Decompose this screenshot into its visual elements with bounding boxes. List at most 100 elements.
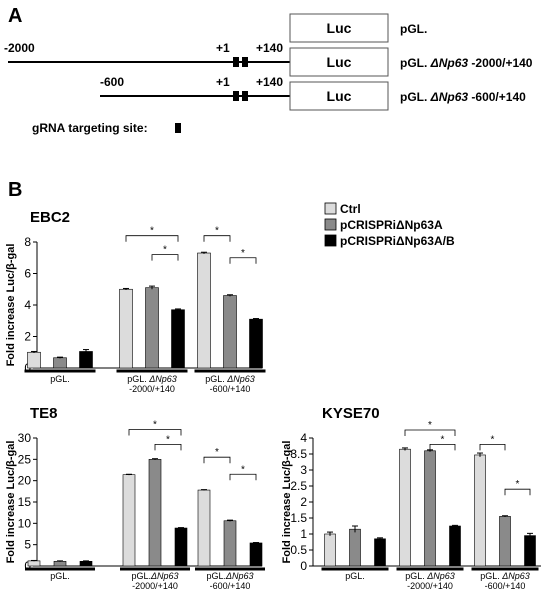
significance-bracket: [229, 473, 257, 481]
grna-site-marker: [233, 91, 239, 101]
y-tick-label: 2: [300, 495, 307, 509]
significance-bracket: [229, 257, 257, 264]
construct-name-gene: ΔNp63: [430, 90, 469, 104]
end-label: +140: [256, 41, 283, 55]
bar: [27, 351, 41, 369]
significance-bracket: [203, 235, 231, 242]
y-tick-label: 3: [300, 463, 307, 477]
x-group-label-gene: ΔNp63: [501, 571, 530, 581]
significance-star: *: [241, 464, 245, 475]
x-group-label-range: -2000/+140: [132, 581, 178, 590]
legend-swatch-crispri-a: [324, 218, 337, 231]
grna-site-marker: [242, 91, 248, 101]
legend-label-crispri-ab: pCRISPRiΔNp63A/B: [340, 234, 455, 248]
y-axis-label: Fold increase Luc/β-gal: [5, 244, 17, 367]
x-group-label-prefix: pGL.: [205, 374, 227, 384]
x-group-label-prefix: pGL.: [480, 571, 502, 581]
bar: [27, 560, 41, 567]
construct-name-prefix: pGL.: [400, 22, 427, 36]
grna-site-marker: [242, 57, 248, 67]
y-tick-label: 8: [24, 235, 31, 249]
bar: [197, 489, 211, 567]
construct-name-suffix: -600/+140: [468, 90, 526, 104]
x-group-label: pGL. ΔNp63: [480, 571, 530, 581]
x-group-label-prefix: pGL.: [131, 571, 151, 581]
significance-star: *: [215, 226, 219, 237]
chart-title: TE8: [30, 405, 58, 422]
luc-box: [289, 13, 389, 43]
construct-pgl: Luc pGL.: [289, 13, 427, 43]
y-tick-label: 4: [300, 431, 307, 445]
chart-title: EBC2: [30, 209, 70, 226]
x-group-label-gene: ΔNp63: [148, 374, 177, 384]
x-group-label-gene: ΔNp63: [225, 571, 254, 581]
luc-label: Luc: [327, 54, 352, 70]
bar: [145, 287, 159, 369]
x-group-label-prefix: pGL.: [405, 571, 427, 581]
significance-bracket: [128, 429, 182, 436]
x-group-label-range: -600/+140: [210, 581, 251, 590]
bar: [349, 528, 361, 567]
y-tick-label: 20: [18, 474, 32, 488]
legend-label-ctrl: Ctrl: [340, 202, 361, 216]
construct-pgl-dnp63-2000: Luc -2000 +1 +140 pGL. ΔNp63 -2000/+140: [4, 41, 533, 77]
bar: [499, 516, 511, 567]
grna-legend-marker: [175, 123, 181, 133]
x-group-label-range: -600/+140: [485, 581, 526, 590]
y-tick-label: 2: [24, 330, 31, 344]
luc-label: Luc: [327, 88, 352, 104]
x-group-label: pGL.: [345, 571, 365, 581]
plus1-label: +1: [216, 41, 230, 55]
construct-name-suffix: -2000/+140: [468, 56, 533, 70]
significance-star: *: [428, 420, 432, 431]
x-group-label-prefix: pGL.: [345, 571, 365, 581]
plus1-label: +1: [216, 75, 230, 89]
significance-star: *: [441, 434, 445, 445]
x-group-label-range: -2000/+140: [407, 581, 453, 590]
x-group-label-prefix: pGL.: [50, 571, 70, 581]
x-group-label: pGL.: [50, 571, 70, 581]
bar: [424, 450, 436, 567]
bar: [249, 318, 263, 369]
significance-star: *: [153, 419, 157, 430]
bar: [122, 474, 136, 567]
x-group-label-prefix: pGL.: [206, 571, 226, 581]
significance-bracket: [404, 429, 456, 436]
x-group-label-gene: ΔNp63: [426, 571, 455, 581]
x-group-label: pGL. ΔNp63: [405, 571, 455, 581]
significance-star: *: [215, 447, 219, 458]
bar: [474, 454, 486, 567]
construct-name-prefix: pGL.: [400, 56, 431, 70]
bar: [53, 561, 67, 567]
y-tick-label: 0: [300, 559, 307, 573]
significance-bracket: [504, 488, 531, 496]
y-tick-label: 4: [24, 298, 31, 312]
panel-a-label: A: [8, 5, 22, 27]
y-axis-label: Fold increase Luc/β-gal: [5, 441, 17, 564]
panel-a: A Luc pGL. Luc -2000 +1 +140 pGL. ΔNp63 …: [4, 5, 533, 135]
x-group-label: pGL. ΔNp63: [127, 374, 177, 384]
bar: [524, 535, 536, 567]
y-tick-label: 5: [24, 538, 31, 552]
panel-b-label: B: [8, 179, 22, 201]
grna-targeting-label: gRNA targeting site:: [32, 121, 148, 135]
significance-bracket: [154, 443, 182, 451]
grna-site-marker: [233, 57, 239, 67]
significance-star: *: [163, 245, 167, 256]
luc-box: [289, 81, 389, 111]
chart-kyse70: KYSE70 Fold increase Luc/β-gal 0 0.5 1 1.5 2 2.…: [281, 405, 541, 591]
construct-pgl-dnp63-600: Luc -600 +1 +140 pGL. ΔNp63 -600/+140: [100, 75, 526, 111]
y-tick-label: 1.5: [290, 511, 307, 525]
x-group-label: pGL. ΔNp63: [205, 374, 255, 384]
x-group-label: pGL.ΔNp63: [131, 571, 178, 581]
construct-name-prefix: pGL.: [400, 90, 431, 104]
construct-name-gene: ΔNp63: [430, 56, 469, 70]
bar: [324, 533, 336, 567]
bar: [223, 295, 237, 369]
x-group-label-range: -600/+140: [210, 384, 251, 394]
significance-bracket: [203, 456, 231, 464]
chart-title: KYSE70: [322, 405, 380, 422]
bar: [53, 357, 67, 369]
